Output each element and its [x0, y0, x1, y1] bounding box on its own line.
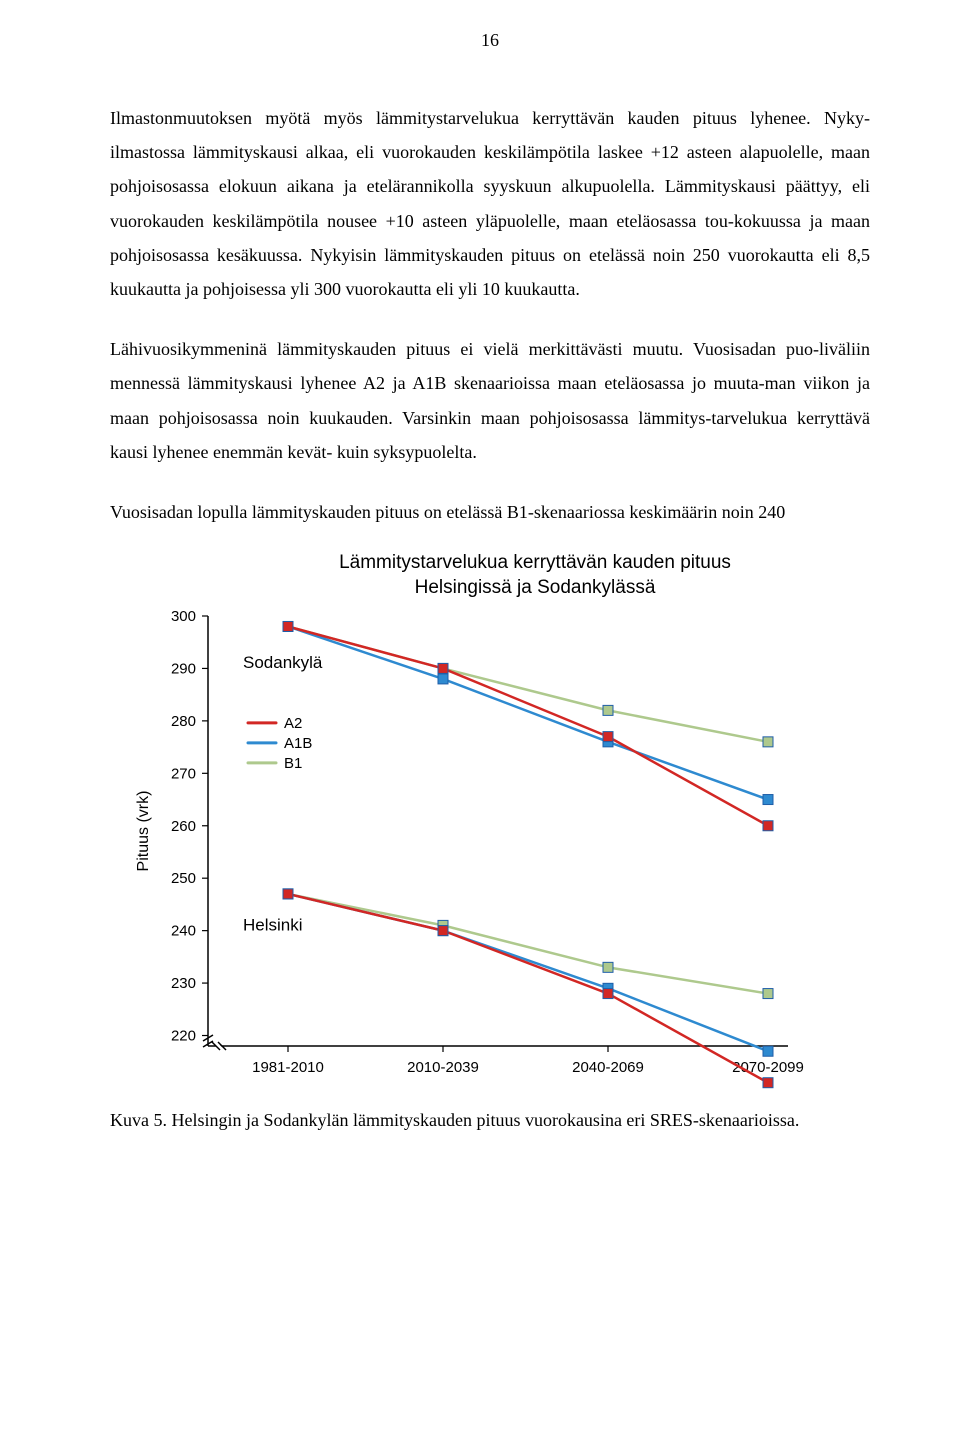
chart-title-line1: Lämmitystarvelukua kerryttävän kauden pi… — [339, 552, 731, 573]
paragraph-1: Ilmastonmuutoksen myötä myös lämmitystar… — [110, 101, 870, 306]
figure-caption: Kuva 5. Helsingin ja Sodankylän lämmitys… — [110, 1110, 870, 1131]
page: 16 Ilmastonmuutoksen myötä myös lämmitys… — [0, 0, 960, 1439]
legend-a2: A2 — [284, 715, 302, 732]
svg-text:2010-2039: 2010-2039 — [407, 1059, 479, 1076]
svg-text:230: 230 — [171, 976, 196, 993]
svg-text:280: 280 — [171, 713, 196, 730]
chart-label-sodankyla: Sodankylä — [243, 654, 323, 673]
chart-container: Lämmitystarvelukua kerryttävän kauden pi… — [130, 551, 870, 1106]
legend-a1b: A1B — [284, 735, 312, 752]
svg-text:300: 300 — [171, 608, 196, 625]
chart-title: Lämmitystarvelukua kerryttävän kauden pi… — [200, 551, 870, 600]
svg-text:240: 240 — [171, 923, 196, 940]
svg-text:1981-2010: 1981-2010 — [252, 1059, 324, 1076]
legend-b1: B1 — [284, 755, 302, 772]
chart-y-label: Pituus (vrk) — [135, 791, 152, 872]
page-number: 16 — [110, 30, 870, 51]
svg-text:260: 260 — [171, 818, 196, 835]
svg-text:270: 270 — [171, 766, 196, 783]
chart-label-helsinki: Helsinki — [243, 916, 303, 935]
figure: Lämmitystarvelukua kerryttävän kauden pi… — [110, 551, 870, 1131]
paragraph-3: Vuosisadan lopulla lämmityskauden pituus… — [110, 495, 870, 529]
chart-svg: 300 290 280 270 260 250 240 230 220 1981-2010 2010… — [130, 606, 818, 1101]
svg-text:220: 220 — [171, 1028, 196, 1045]
svg-text:2040-2069: 2040-2069 — [572, 1059, 644, 1076]
chart-title-line2: Helsingissä ja Sodankylässä — [415, 577, 656, 598]
svg-text:250: 250 — [171, 871, 196, 888]
svg-text:290: 290 — [171, 661, 196, 678]
paragraph-2: Lähivuosikymmeninä lämmityskauden pituus… — [110, 332, 870, 469]
